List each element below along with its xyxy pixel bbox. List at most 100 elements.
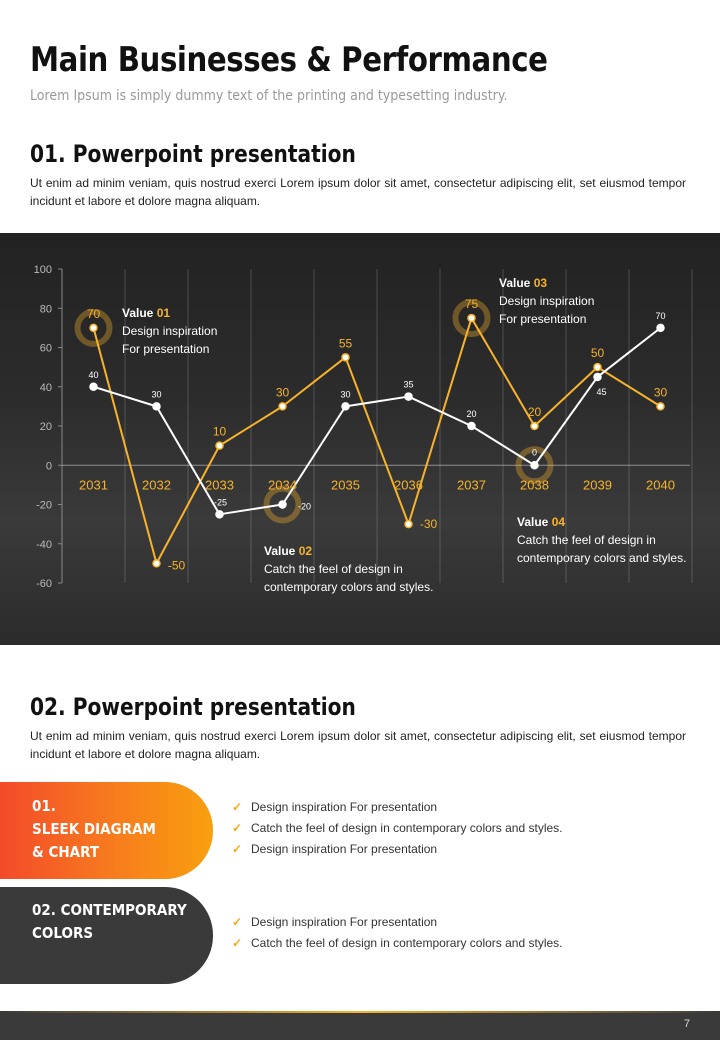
data-point: [593, 372, 602, 382]
callout-value-03: Value 03 Design inspiration For presenta…: [499, 274, 594, 328]
feature-pill-contemporary-colors: 02. CONTEMPORARY COLORS: [0, 887, 213, 984]
callout-number: 03: [533, 276, 548, 290]
data-point: [467, 421, 476, 431]
feature-pill-line: 01.: [32, 797, 56, 815]
data-point: [89, 323, 98, 333]
feature-pill-line: COLORS: [32, 924, 94, 942]
data-label: 35: [403, 380, 413, 390]
data-point: [404, 519, 413, 529]
data-point: [656, 402, 665, 411]
x-tick-label: 2033: [205, 477, 234, 492]
feature-pill-line: & CHART: [32, 843, 100, 861]
data-label: -20: [298, 502, 311, 512]
feature-1-checklist: ✓ Design inspiration For presentation ✓ Ca…: [232, 797, 563, 860]
y-tick-label: 20: [40, 421, 52, 433]
y-tick-label: -20: [36, 500, 52, 512]
x-tick-label: 2038: [520, 477, 549, 492]
feature-pill-line: 02. CONTEMPORARY: [32, 901, 187, 919]
data-label: 0: [532, 447, 537, 457]
data-point: [215, 510, 224, 519]
highlight-ring: [452, 299, 491, 338]
x-tick-label: 2040: [646, 477, 675, 492]
feature-2-checklist: ✓ Design inspiration For presentation ✓ Ca…: [232, 912, 563, 954]
y-tick-label: -40: [36, 539, 52, 551]
callout-value-02: Value 02 Catch the feel of design in con…: [264, 542, 433, 596]
section-2-body: Ut enim ad minim veniam, quis nostrud ex…: [30, 729, 686, 761]
page-subtitle: Lorem Ipsum is simply dummy text of the …: [30, 88, 508, 104]
data-label: 20: [528, 405, 542, 419]
data-point: [152, 559, 161, 568]
data-label: 30: [654, 385, 668, 399]
footer-accent-line: [0, 1011, 720, 1013]
callout-line: Design inspiration: [122, 324, 218, 338]
data-label: 50: [591, 346, 605, 360]
data-point: [341, 353, 350, 362]
section-1-body: Ut enim ad minim veniam, quis nostrud ex…: [30, 176, 686, 208]
data-point: [278, 500, 287, 509]
x-tick-label: 2035: [331, 477, 360, 492]
data-point: [152, 402, 161, 411]
data-point: [467, 313, 476, 323]
data-point: [215, 441, 224, 450]
list-item: ✓ Catch the feel of design in contemporar…: [232, 818, 563, 839]
section-2-title: 02. Powerpoint presentation: [30, 693, 356, 721]
data-label: 30: [151, 389, 161, 399]
callout-title: Value: [122, 306, 154, 320]
x-tick-label: 2031: [79, 477, 108, 492]
check-icon: ✓: [232, 936, 243, 950]
callout-number: 01: [156, 306, 171, 320]
list-item-text: Catch the feel of design in contemporary…: [251, 936, 563, 950]
highlight-ring: [515, 446, 554, 485]
data-label: 70: [655, 311, 665, 321]
data-label: 70: [87, 307, 101, 321]
data-label: 40: [88, 370, 98, 380]
footer-bar: 7: [0, 1011, 720, 1040]
list-item-text: Design inspiration For presentation: [251, 915, 438, 929]
highlight-ring: [74, 308, 113, 347]
x-tick-label: 2037: [457, 477, 486, 492]
y-tick-label: -60: [36, 578, 52, 590]
check-icon: ✓: [232, 800, 243, 814]
series-line-white: [93, 327, 662, 516]
data-label: 45: [596, 387, 606, 397]
callout-line: For presentation: [122, 342, 210, 356]
list-item-text: Catch the feel of design in contemporary…: [251, 821, 563, 835]
data-point: [593, 362, 602, 372]
y-tick-label: 60: [40, 343, 52, 355]
data-point: [530, 461, 539, 470]
highlight-ring: [263, 485, 302, 524]
y-tick-label: 80: [40, 303, 52, 315]
data-point: [530, 421, 539, 431]
series-line-orange: [92, 317, 662, 565]
feature-pill-sleek-diagram: 01. SLEEK DIAGRAM & CHART: [0, 782, 213, 879]
callout-line: Design inspiration: [499, 294, 595, 308]
data-point: [404, 392, 413, 401]
data-point: [656, 323, 665, 333]
y-tick-label: 40: [40, 382, 52, 394]
list-item-text: Design inspiration For presentation: [251, 842, 438, 856]
data-label: 75: [465, 297, 479, 311]
page-number: 7: [683, 1018, 690, 1030]
x-tick-label: 2034: [268, 477, 297, 492]
data-point: [278, 402, 287, 411]
callout-value-04: Value 04 Catch the feel of design in con…: [517, 513, 686, 567]
callout-line: contemporary colors and styles.: [264, 580, 434, 594]
callout-value-01: Value 01 Design inspiration For presenta…: [122, 304, 217, 358]
callout-line: Catch the feel of design in: [264, 562, 403, 576]
section-1-title: 01. Powerpoint presentation: [30, 140, 356, 168]
data-label: 30: [340, 389, 350, 399]
y-tick-label: 0: [46, 460, 52, 472]
page-title: Main Businesses & Performance: [30, 40, 548, 80]
feature-pill-line: SLEEK DIAGRAM: [32, 820, 156, 838]
list-item: ✓ Design inspiration For presentation: [232, 797, 563, 818]
data-label: 30: [276, 385, 290, 399]
data-label: -50: [168, 558, 186, 572]
data-label: -25: [214, 497, 227, 507]
data-label: 55: [339, 336, 353, 350]
callout-number: 04: [551, 515, 566, 529]
check-icon: ✓: [232, 842, 243, 856]
data-label: 10: [213, 425, 227, 439]
data-label: -30: [420, 517, 438, 531]
chart-panel: 100 80 60 40 20 0 -20 -40 -60 2031 2032 2033 2034 203…: [0, 233, 720, 645]
list-item: ✓ Catch the feel of design in contemporar…: [232, 933, 563, 954]
